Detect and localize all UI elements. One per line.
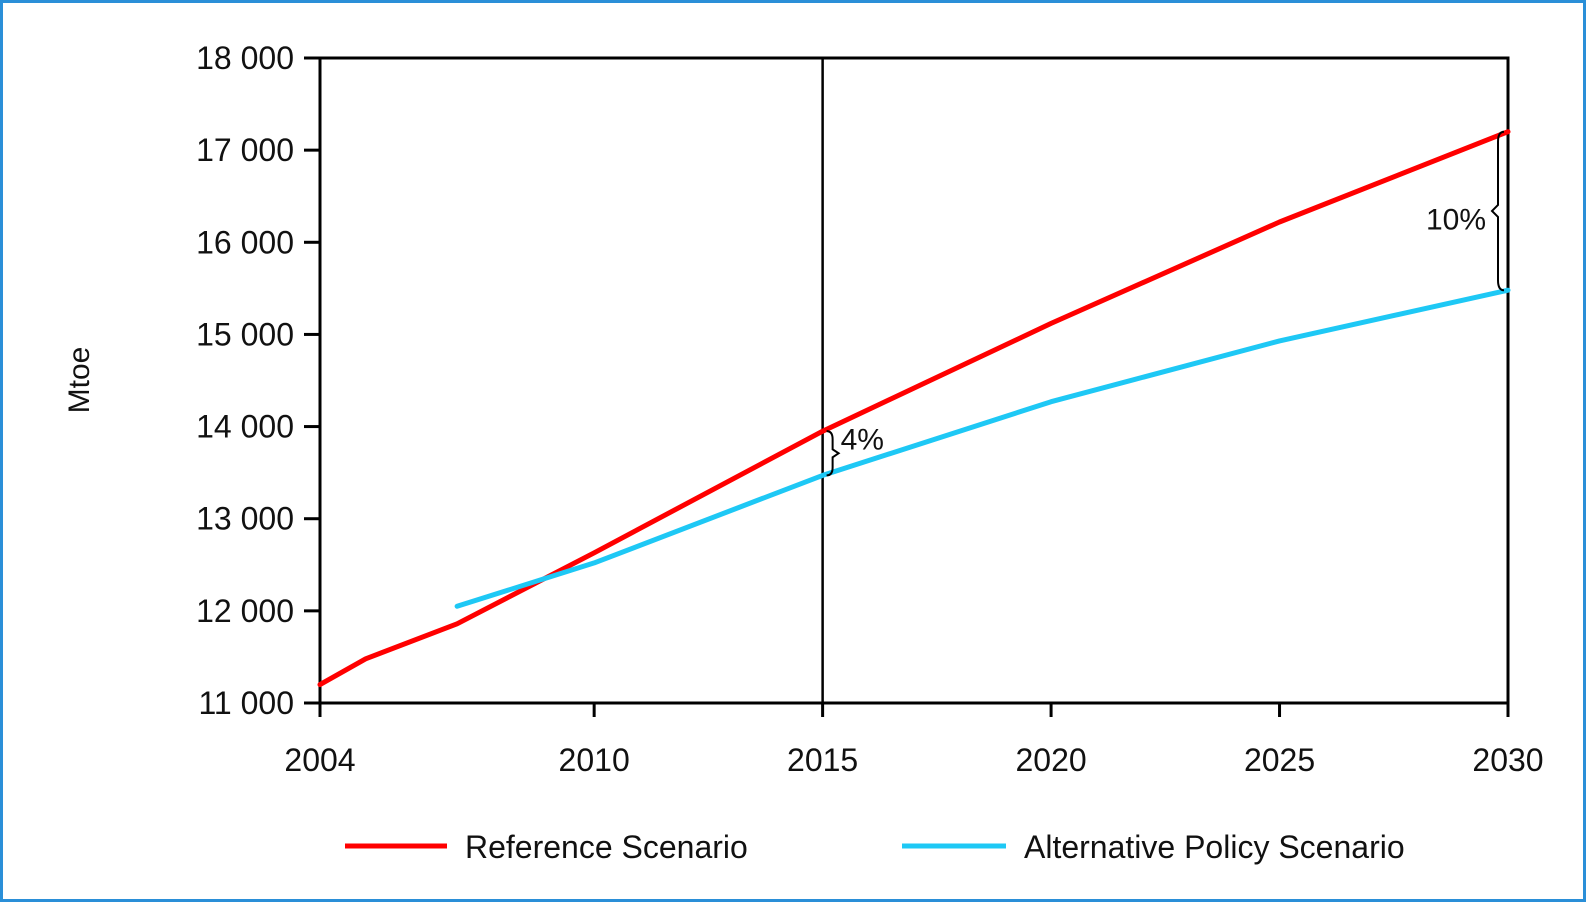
x-tick-label: 2030 (1472, 742, 1543, 778)
annotation-layer: 4% 10% (826, 130, 1505, 477)
series-layer (317, 129, 1511, 688)
gap-label: 10% (1426, 204, 1486, 237)
legend: Reference Scenario Alternative Policy Sce… (345, 829, 1405, 865)
series-line-alternative-policy-scenario (454, 287, 1511, 609)
gap-label: 4% (841, 423, 884, 456)
y-tick-label: 11 000 (199, 685, 295, 721)
y-tick-label: 17 000 (196, 132, 294, 168)
x-tick-label: 2010 (559, 742, 630, 778)
gap-brace (1490, 130, 1505, 292)
x-tick-label: 2004 (284, 742, 355, 778)
y-tick-label: 13 000 (196, 501, 294, 537)
gap-brace (826, 430, 841, 477)
x-tick-label: 2015 (787, 742, 858, 778)
legend-label: Reference Scenario (465, 829, 748, 865)
y-tick-label: 18 000 (196, 40, 294, 76)
y-axis-label: Mtoe (63, 347, 96, 414)
series-line-reference-scenario (317, 129, 1511, 688)
y-tick-label: 15 000 (196, 316, 294, 352)
y-tick-label: 16 000 (196, 224, 294, 260)
plot-area (318, 56, 1510, 705)
x-tick-label: 2025 (1244, 742, 1315, 778)
y-tick-label: 14 000 (196, 409, 294, 445)
axes: 11 000 12 000 13 000 14 000 15 000 16 000 17 0… (196, 40, 1543, 778)
y-tick-label: 12 000 (196, 593, 294, 629)
x-tick-label: 2020 (1015, 742, 1086, 778)
legend-label: Alternative Policy Scenario (1024, 829, 1405, 865)
